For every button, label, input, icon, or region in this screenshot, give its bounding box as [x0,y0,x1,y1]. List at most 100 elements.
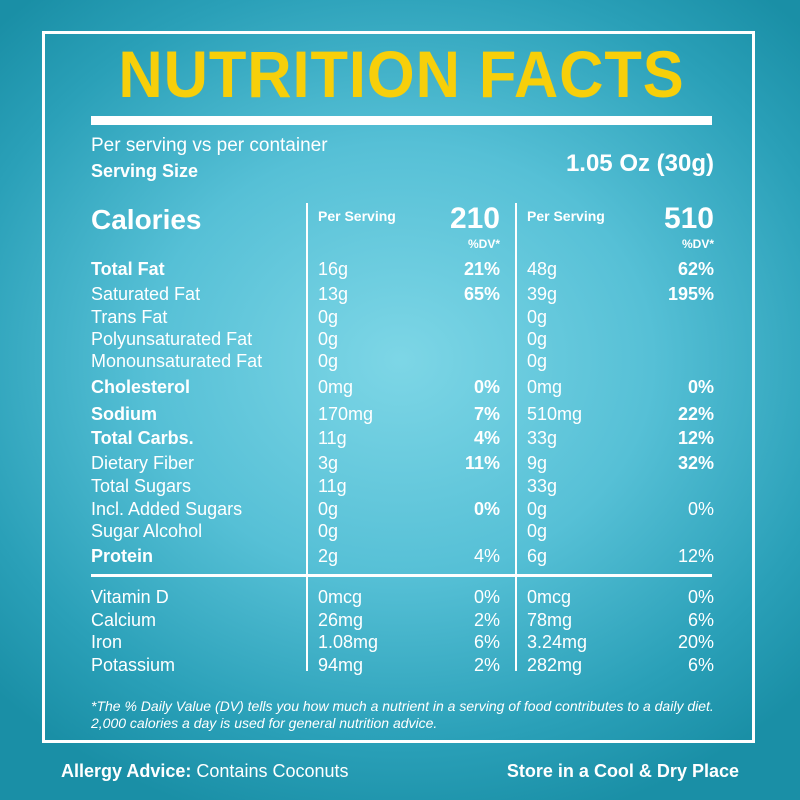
per-container-dv: 32% [677,453,714,473]
per-container-dv: 0% [687,587,714,607]
per-container-amount: 0mg [527,377,563,397]
per-serving-dv: 11% [464,453,500,473]
nutrient-label: Total Sugars [91,476,192,496]
per-serving-amount: 16g [318,259,349,279]
nutrient-row: Trans Fat 0g 0g [0,307,800,329]
allergy-value: Contains Coconuts [196,761,349,781]
per-serving-dv: 4% [473,546,500,566]
per-serving-amount: 0g [318,351,339,371]
per-container-amount: 0g [527,351,548,371]
per-serving-amount: 2g [318,546,339,566]
nutrient-label: Sugar Alcohol [91,521,203,541]
serving-size-value: 1.05 Oz (30g) [565,150,714,177]
per-serving-amount: 0g [318,329,339,349]
nutrient-row: Cholesterol 0mg 0% 0mg 0% [0,377,800,399]
page-title: NUTRITION FACTS [118,37,685,111]
per-serving-amount: 1.08mg [318,632,379,652]
per-container-amount: 48g [527,259,558,279]
nutrient-row: Monounsaturated Fat 0g 0g [0,351,800,373]
nutrient-label: Polyunsaturated Fat [91,329,253,349]
nutrient-row: Incl. Added Sugars 0g 0% 0g 0% [0,499,800,521]
per-container-amount: 33g [527,476,558,496]
per-serving-amount: 11g [318,428,347,448]
per-serving-dv: 21% [463,259,500,279]
per-container-amount: 510mg [527,404,583,424]
per-container-amount: 78mg [527,609,573,630]
subtitle: Per serving vs per container [91,135,328,156]
per-container-dv: 20% [677,632,714,652]
nutrient-label: Cholesterol [91,377,191,397]
allergy-label: Allergy Advice: [61,761,192,781]
nutrient-label: Total Fat [91,259,165,279]
per-container-amount: 0g [527,307,548,327]
per-container-dv: 62% [677,259,714,279]
per-serving-amount: 3g [318,453,339,473]
nutrient-label: Dietary Fiber [91,453,195,473]
per-container-dv: 0% [687,377,714,397]
per-serving-amount: 0mcg [318,587,363,607]
per-container-amount: 39g [527,284,558,304]
per-container-amount: 3.24mg [527,632,588,652]
per-container-dv: 12% [677,428,714,448]
column-divider [306,203,308,671]
per-container-amount: 33g [527,428,558,448]
per-serving-dv: 65% [463,284,500,304]
per-serving-amount: 0mg [318,377,354,397]
nutrient-label: Sodium [91,404,157,424]
nutrient-row: Iron 1.08mg 6% 3.24mg 20% [0,632,800,654]
nutrient-label: Protein [91,546,154,566]
nutrient-label: Potassium [91,654,176,675]
per-serving-dv: 2% [473,609,500,630]
per-container-amount: 0g [527,521,548,541]
nutrient-row: Sugar Alcohol 0g 0g [0,521,800,543]
nutrient-label: Iron [91,632,123,652]
per-container-dv: 6% [687,609,714,630]
per-serving-amount: 0g [318,499,339,519]
dv-header-container: %DV* [681,237,714,251]
per-container-dv: 12% [677,546,714,566]
per-container-amount: 0g [527,499,548,519]
per-serving-header: Per Serving [318,208,396,224]
column-divider [515,203,517,671]
nutrient-label: Vitamin D [91,587,169,607]
nutrient-label: Trans Fat [91,307,168,327]
per-serving-dv: 0% [473,499,500,519]
per-container-header: Per Serving [527,208,605,224]
footnote: *The % Daily Value (DV) tells you how mu… [91,698,714,731]
allergy-advice: Allergy Advice: Contains Coconuts [61,762,349,780]
per-container-amount: 0g [527,329,548,349]
nutrient-row: Potassium 94mg 2% 282mg 6% [0,655,800,677]
per-serving-amount: 11g [318,476,347,496]
per-container-amount: 6g [527,546,548,566]
section-divider [91,574,712,577]
nutrient-row: Polyunsaturated Fat 0g 0g [0,329,800,351]
per-serving-dv: 6% [473,632,500,652]
per-serving-dv: 0% [473,377,500,397]
per-serving-amount: 0g [318,521,339,541]
per-serving-dv: 2% [473,654,500,675]
nutrient-label: Calcium [91,609,157,630]
nutrient-row: Calcium 26mg 2% 78mg 6% [0,610,800,632]
nutrient-row: Saturated Fat 13g 65% 39g 195% [0,284,800,306]
nutrient-row: Dietary Fiber 3g 11% 9g 32% [0,453,800,475]
per-container-dv: 0% [687,499,714,519]
nutrient-label: Saturated Fat [91,284,201,304]
per-container-amount: 282mg [527,654,583,675]
storage-advice: Store in a Cool & Dry Place [506,761,739,781]
per-serving-amount: 170mg [318,404,374,424]
nutrient-row: Sodium 170mg 7% 510mg 22% [0,404,800,426]
label-border [42,31,755,743]
per-container-dv: 195% [667,284,714,304]
per-serving-dv: 4% [473,428,500,448]
per-serving-amount: 0g [318,307,339,327]
per-serving-amount: 13g [318,284,349,304]
dv-header-serving: %DV* [467,237,500,251]
title-underline [91,116,712,125]
nutrient-label: Incl. Added Sugars [91,499,243,519]
serving-size-label: Serving Size [91,161,199,181]
nutrient-row: Total Fat 16g 21% 48g 62% [0,259,800,281]
nutrient-label: Total Carbs. [91,428,194,448]
calories-per-serving: 210 [449,202,500,235]
calories-label: Calories [91,204,202,235]
per-serving-dv: 0% [473,587,500,607]
